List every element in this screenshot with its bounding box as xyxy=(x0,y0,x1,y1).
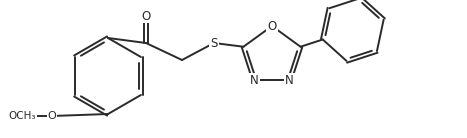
Text: O: O xyxy=(268,19,276,33)
Text: O: O xyxy=(142,10,151,22)
Text: O: O xyxy=(48,111,57,121)
Text: N: N xyxy=(285,74,294,87)
Text: S: S xyxy=(210,36,218,50)
Text: N: N xyxy=(250,74,259,87)
Text: OCH₃: OCH₃ xyxy=(8,111,36,121)
